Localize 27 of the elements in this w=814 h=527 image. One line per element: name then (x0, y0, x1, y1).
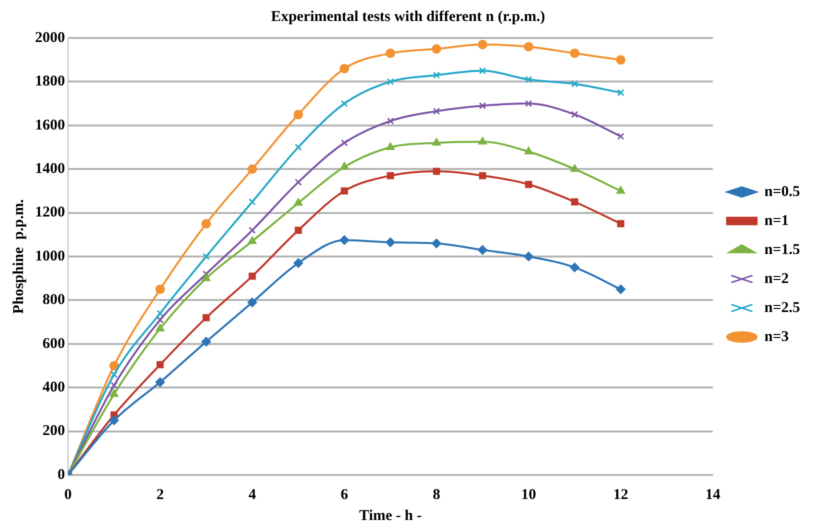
x-tick-label: 14 (705, 486, 721, 503)
x-tick-label: 10 (521, 486, 536, 503)
y-tick-label: 2000 (35, 30, 65, 46)
y-tick-label: 400 (42, 379, 65, 396)
y-tick-label: 1200 (35, 204, 65, 221)
legend-label: n=1.5 (764, 242, 800, 258)
x-tick-label: 12 (613, 486, 628, 503)
legend-label: n=1 (764, 212, 789, 229)
y-tick-label: 200 (42, 423, 65, 440)
x-axis-title: Time - h - (359, 508, 422, 524)
y-axis-title: Phosphine p.p.m. (10, 198, 27, 314)
y-tick-label: 1800 (35, 74, 65, 90)
y-tick-label: 1600 (35, 117, 65, 134)
legend-label: n=0.5 (764, 184, 800, 200)
x-tick-label: 2 (156, 486, 164, 503)
x-tick-label: 8 (432, 486, 440, 503)
x-tick-label: 6 (340, 486, 349, 503)
legend-label: n=3 (764, 328, 789, 345)
y-tick-label: 800 (42, 292, 65, 308)
y-tick-label: 1000 (35, 248, 65, 264)
y-tick-label: 0 (58, 466, 65, 483)
chart-title: Experimental tests with different n (r.p.m.) (270, 8, 546, 25)
legend-label: n=2.5 (764, 300, 800, 316)
legend-label: n=2 (764, 270, 789, 287)
y-tick-label: 1400 (35, 160, 65, 177)
x-tick-label: 4 (248, 486, 256, 503)
y-tick-label: 600 (42, 336, 65, 352)
